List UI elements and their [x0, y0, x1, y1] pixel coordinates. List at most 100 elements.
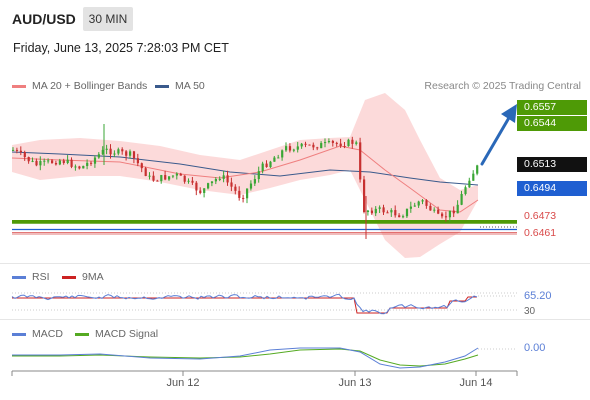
candle-body: [90, 162, 93, 164]
bollinger-band-area: [12, 93, 478, 258]
ma20-legend-swatch: [12, 84, 26, 88]
candle-body: [144, 168, 147, 177]
candle-body: [464, 187, 467, 194]
ma50-legend-swatch: [155, 84, 169, 88]
rsi-ma-legend-swatch: [62, 275, 76, 279]
macd-signal-legend-label: MACD Signal: [95, 328, 159, 340]
candle-body: [31, 160, 34, 162]
candle-body: [35, 160, 38, 166]
candle-body: [238, 190, 241, 198]
candle-body: [460, 193, 463, 205]
candle-body: [378, 207, 381, 209]
candle-body: [113, 153, 116, 155]
candle-body: [129, 151, 132, 156]
macd-legend: MACD: [12, 328, 63, 340]
candle-body: [402, 216, 405, 218]
candle-body: [43, 160, 46, 162]
ma20-legend-label: MA 20 + Bollinger Bands: [32, 80, 148, 92]
x-tick-jun12: Jun 12: [166, 377, 200, 389]
candle-body: [191, 180, 194, 183]
rsi-legend-label: RSI: [32, 271, 50, 283]
candle-body: [304, 143, 307, 145]
timeframe-badge[interactable]: 30 MIN: [83, 7, 133, 31]
macd-signal-line: [12, 348, 479, 367]
price-label-resistance-1: 0.6544: [517, 116, 587, 131]
candle-body: [156, 180, 159, 182]
macd-signal-legend: MACD Signal: [75, 328, 158, 340]
candle-body: [203, 188, 206, 193]
candle-body: [140, 163, 143, 169]
candle-body: [398, 215, 401, 218]
candle-body: [429, 205, 432, 211]
candle-body: [363, 179, 366, 213]
candle-body: [390, 210, 393, 213]
candle-body: [394, 210, 397, 216]
candle-body: [58, 160, 61, 165]
candle-body: [27, 157, 30, 162]
candle-body: [187, 180, 190, 182]
candle-body: [121, 149, 124, 152]
candle-body: [183, 175, 186, 182]
rsi-level-low: 30: [524, 306, 536, 317]
candle-body: [265, 163, 268, 168]
macd-value: 0.00: [524, 342, 546, 354]
candle-body: [78, 166, 81, 169]
rsi-legend-swatch: [12, 275, 26, 279]
candle-body: [312, 144, 315, 148]
candle-body: [331, 141, 334, 143]
copyright-notice: Research © 2025 Trading Central: [424, 80, 581, 92]
symbol-title: AUD/USD: [12, 11, 76, 27]
candle-body: [249, 183, 253, 189]
price-label-pivot: 0.6494: [517, 181, 587, 196]
candle-body: [359, 142, 362, 180]
candle-body: [74, 166, 77, 168]
candle-body: [148, 175, 151, 177]
candle-body: [210, 181, 214, 184]
rsi-ma-line: [12, 296, 477, 314]
candle-body: [405, 208, 409, 217]
rsi-panel-separator: [0, 263, 590, 264]
candle-body: [261, 163, 264, 172]
candle-body: [179, 173, 182, 176]
candle-body: [281, 150, 284, 158]
chart-datetime: Friday, June 13, 2025 7:28:03 PM CET: [13, 41, 229, 55]
candle-body: [51, 160, 54, 164]
candle-body: [444, 216, 448, 218]
macd-panel-separator: [0, 319, 590, 320]
macd-signal-legend-swatch: [75, 332, 89, 336]
candle-body: [355, 142, 358, 144]
candle-body: [15, 149, 19, 151]
candle-body: [441, 213, 444, 217]
candle-body: [320, 143, 323, 149]
candle-body: [253, 179, 256, 184]
candle-body: [273, 157, 276, 162]
candle-body: [175, 173, 178, 176]
candle-body: [327, 141, 331, 143]
rsi-value: 65.20: [524, 290, 552, 302]
candle-body: [152, 175, 155, 181]
candle-body: [366, 210, 370, 213]
candle-body: [285, 146, 288, 151]
macd-legend-label: MACD: [32, 328, 63, 340]
candle-body: [82, 166, 85, 169]
candle-body: [62, 160, 65, 163]
candle-body: [269, 161, 272, 168]
candle-body: [207, 183, 210, 189]
candle-body: [70, 159, 73, 167]
ma50-legend-label: MA 50: [175, 80, 205, 92]
rsi-legend: RSI: [12, 271, 50, 283]
candle-body: [308, 144, 311, 146]
candle-body: [199, 190, 202, 193]
forecast-arrow-shaft: [480, 114, 512, 166]
candle-body: [109, 148, 112, 155]
candle-body: [168, 176, 171, 180]
candle-body: [222, 175, 225, 179]
candle-body: [417, 201, 420, 206]
candle-body: [277, 157, 280, 159]
ma20-legend: MA 20 + Bollinger Bands: [12, 80, 147, 92]
candle-body: [23, 152, 26, 158]
price-label-support-1: 0.6473: [524, 210, 557, 222]
candle-body: [230, 182, 233, 187]
candle-body: [324, 142, 327, 144]
